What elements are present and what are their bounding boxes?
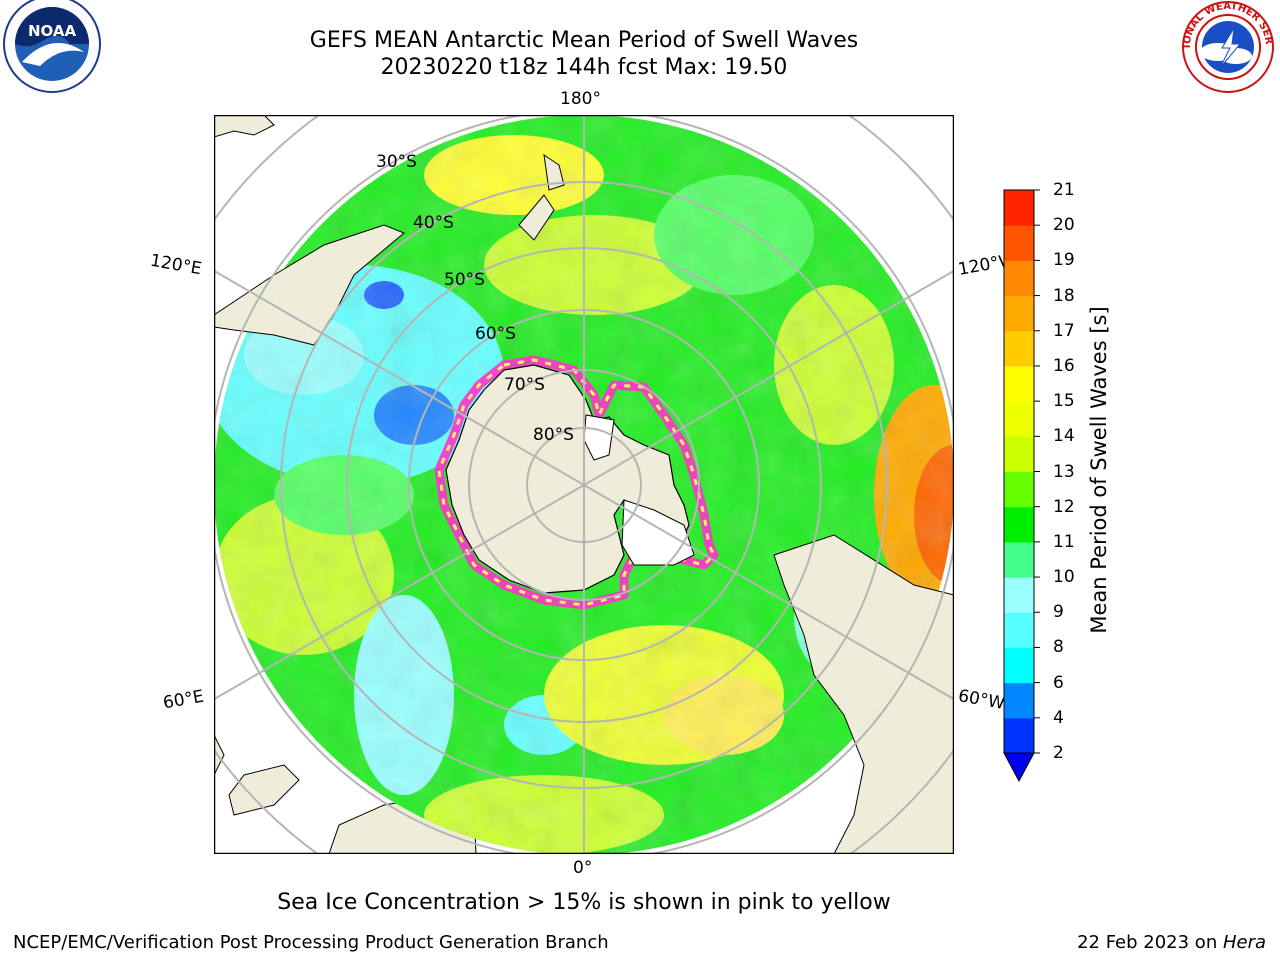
sea-ice-note: Sea Ice Concentration > 15% is shown in … [277, 890, 891, 915]
nws-logo: NATIONAL WEATHER SERVICE [1178, 0, 1274, 93]
colorbar-bin-8 [1004, 436, 1034, 472]
colorbar-bin-15 [1004, 190, 1034, 226]
colorbar-bin-1 [1004, 682, 1034, 719]
colorbar-extend-min [1003, 752, 1035, 783]
credit-date-host: 22 Feb 2023 on Hera [1077, 932, 1266, 953]
credit-host: Hera [1222, 932, 1266, 953]
lat-label-30s: 30°S [376, 152, 417, 172]
map-title: GEFS MEAN Antarctic Mean Period of Swell… [309, 28, 859, 53]
noaa-logo-text: NOAA [28, 22, 77, 40]
polar-map [214, 115, 954, 854]
colorbar-tick-label: 2 [1053, 743, 1064, 763]
colorbar-tick-label: 21 [1053, 180, 1075, 200]
colorbar-bin-3 [1004, 612, 1034, 648]
credit-branch: NCEP/EMC/Verification Post Processing Pr… [13, 932, 609, 953]
colorbar-tick-label: 14 [1053, 426, 1075, 447]
graticule [214, 115, 954, 854]
colorbar-tick-label: 9 [1053, 602, 1064, 623]
colorbar-label: Mean Period of Swell Waves [s] [1087, 306, 1111, 634]
lat-label-80s: 80°S [533, 425, 574, 445]
colorbar-tick-label: 4 [1053, 707, 1064, 728]
colorbar-tick-label: 19 [1053, 250, 1075, 271]
noaa-logo: NOAA [3, 0, 101, 93]
lon-label-120e: 120°E [148, 250, 204, 280]
colorbar-tick-label: 12 [1053, 496, 1075, 517]
map-subtitle: 20230220 t18z 144h fcst Max: 19.50 [380, 55, 788, 80]
lon-label-0: 0° [573, 858, 593, 878]
colorbar-tick-label: 17 [1053, 320, 1075, 341]
lat-label-70s: 70°S [504, 375, 545, 395]
lat-label-40s: 40°S [413, 213, 454, 233]
lon-label-180: 180° [560, 89, 601, 109]
colorbar-bin-14 [1004, 225, 1034, 261]
lat-label-60s: 60°S [475, 324, 516, 344]
lon-label-60w: 60°W [956, 686, 1007, 714]
colorbar-tick-label: 15 [1053, 391, 1075, 412]
colorbar-bin-12 [1004, 295, 1034, 332]
colorbar-tick-label: 11 [1053, 531, 1075, 552]
colorbar-bin-5 [1004, 541, 1034, 578]
colorbar-bin-6 [1004, 506, 1034, 543]
colorbar [1003, 189, 1040, 783]
colorbar-tick-label: 18 [1053, 285, 1075, 306]
colorbar-bin-4 [1004, 577, 1034, 613]
lon-label-60e: 60°E [161, 686, 206, 714]
colorbar-bin-11 [1004, 330, 1034, 367]
lat-label-50s: 50°S [444, 270, 485, 290]
colorbar-tick-label: 13 [1053, 461, 1075, 482]
colorbar-bin-9 [1004, 401, 1034, 437]
colorbar-bin-10 [1004, 365, 1034, 402]
colorbar-bin-7 [1004, 471, 1034, 508]
colorbar-tick-label: 16 [1053, 355, 1075, 376]
colorbar-tick-label: 20 [1053, 215, 1075, 236]
colorbar-bin-2 [1004, 647, 1034, 684]
credit-date: 22 Feb 2023 on [1077, 932, 1223, 953]
colorbar-tick-label: 6 [1053, 672, 1064, 693]
colorbar-bin-0 [1004, 717, 1034, 754]
colorbar-tick-label: 10 [1053, 567, 1075, 588]
colorbar-bin-13 [1004, 260, 1034, 297]
colorbar-tick-label: 8 [1053, 637, 1064, 658]
